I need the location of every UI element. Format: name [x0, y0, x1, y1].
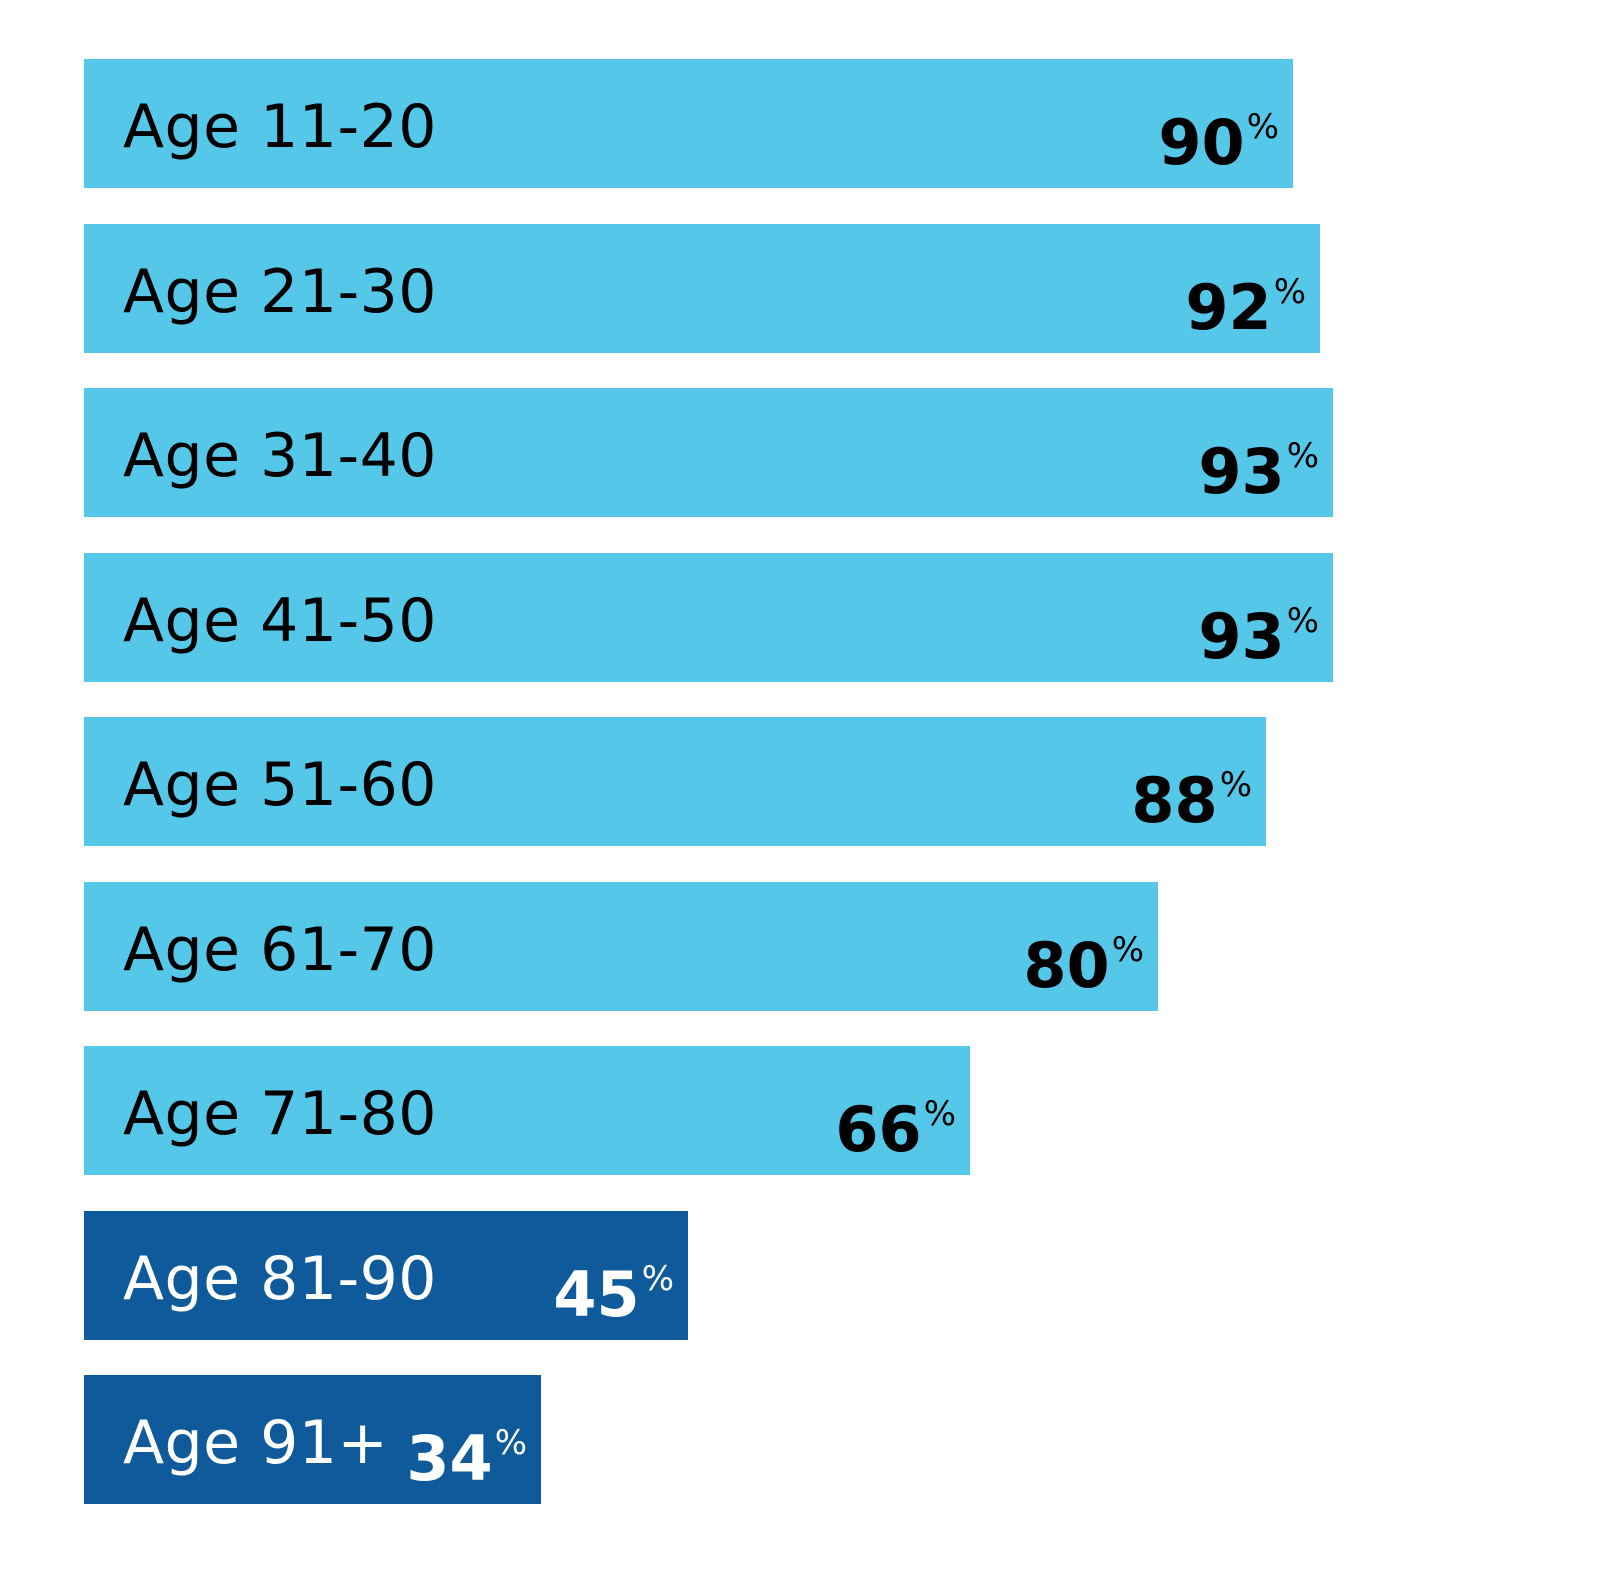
bar-category-label: Age 11-20	[123, 92, 437, 162]
bar: Age 61-70 80%	[84, 882, 1158, 1011]
bar-value-number: 88	[1131, 764, 1218, 837]
bar: Age 81-90 45%	[84, 1211, 688, 1340]
bar-value-label: 93%	[1198, 388, 1319, 517]
bar-value-number: 93	[1198, 600, 1285, 673]
bar-value-number: 34	[406, 1422, 493, 1495]
bar-value-number: 93	[1198, 435, 1285, 508]
bar: Age 21-30 92%	[84, 224, 1320, 353]
percent-sign: %	[641, 1259, 674, 1299]
bar-category-label: Age 61-70	[123, 915, 437, 985]
bar-category-label: Age 31-40	[123, 421, 437, 491]
bar: Age 91+ 34%	[84, 1375, 541, 1504]
bar: Age 71-80 66%	[84, 1046, 970, 1175]
percent-sign: %	[923, 1094, 956, 1134]
bar-value-number: 92	[1185, 271, 1272, 344]
bar: Age 31-40 93%	[84, 388, 1333, 517]
percent-sign: %	[1246, 107, 1279, 147]
percent-sign: %	[1111, 930, 1144, 970]
bar: Age 41-50 93%	[84, 553, 1333, 682]
bar-category-label: Age 41-50	[123, 586, 437, 656]
bar: Age 51-60 88%	[84, 717, 1266, 846]
bar-value-label: 90%	[1158, 59, 1279, 188]
bar-category-label: Age 81-90	[123, 1244, 437, 1314]
bar-value-label: 80%	[1023, 882, 1144, 1011]
bar-category-label: Age 91+	[123, 1408, 389, 1478]
bar-category-label: Age 51-60	[123, 750, 437, 820]
bar-value-number: 45	[553, 1258, 640, 1331]
bar-value-label: 34%	[406, 1375, 527, 1504]
bar-category-label: Age 21-30	[123, 257, 437, 327]
bar-value-label: 92%	[1185, 224, 1306, 353]
percent-sign: %	[494, 1423, 527, 1463]
percent-sign: %	[1286, 436, 1319, 476]
bar-value-number: 66	[835, 1093, 922, 1166]
bar-value-label: 45%	[553, 1211, 674, 1340]
percent-sign: %	[1219, 765, 1252, 805]
percent-sign: %	[1273, 272, 1306, 312]
bar-value-label: 93%	[1198, 553, 1319, 682]
bar-value-label: 88%	[1131, 717, 1252, 846]
bar: Age 11-20 90%	[84, 59, 1293, 188]
bar-value-label: 66%	[835, 1046, 956, 1175]
bar-value-number: 90	[1158, 106, 1245, 179]
bar-category-label: Age 71-80	[123, 1079, 437, 1149]
bar-value-number: 80	[1023, 929, 1110, 1002]
percent-sign: %	[1286, 601, 1319, 641]
